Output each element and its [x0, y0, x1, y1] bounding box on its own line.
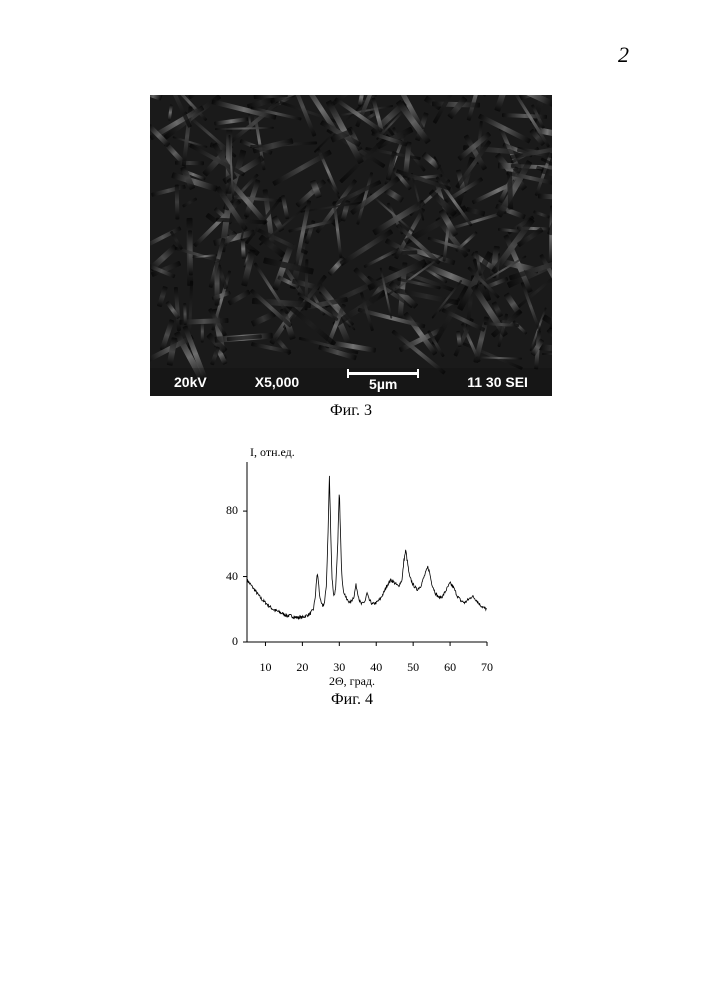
sem-scale: 5µm	[347, 372, 419, 392]
xrd-ytick: 0	[220, 634, 238, 649]
xrd-ytick: 80	[220, 503, 238, 518]
xrd-xtick: 10	[259, 660, 271, 675]
xrd-xtick: 40	[370, 660, 382, 675]
sem-voltage: 20kV	[174, 374, 207, 390]
xrd-plot-svg	[242, 457, 492, 657]
xrd-xtick: 30	[333, 660, 345, 675]
sem-scale-label: 5µm	[369, 376, 397, 392]
sem-magnification: X5,000	[255, 374, 299, 390]
sem-metadata-bar: 20kV X5,000 5µm 11 30 SEI	[150, 368, 552, 396]
sem-scale-bar	[347, 372, 419, 375]
xrd-xlabel: 2Θ, град.	[329, 674, 375, 689]
sem-micrograph: 20kV X5,000 5µm 11 30 SEI	[150, 95, 552, 396]
xrd-xtick: 60	[444, 660, 456, 675]
xrd-xtick: 70	[481, 660, 493, 675]
xrd-xtick: 20	[296, 660, 308, 675]
xrd-ytick: 40	[220, 569, 238, 584]
sem-caption: Фиг. 3	[150, 402, 552, 420]
xrd-xtick: 50	[407, 660, 419, 675]
xrd-chart: I, отн.ед. 04080 10203040506070 2Θ, град…	[202, 445, 502, 685]
page-number: 2	[618, 42, 629, 68]
sem-detector: 11 30 SEI	[467, 374, 528, 390]
xrd-caption: Фиг. 4	[202, 691, 502, 709]
xrd-figure: I, отн.ед. 04080 10203040506070 2Θ, град…	[202, 445, 502, 709]
sem-figure: 20kV X5,000 5µm 11 30 SEI Фиг. 3	[150, 95, 552, 420]
